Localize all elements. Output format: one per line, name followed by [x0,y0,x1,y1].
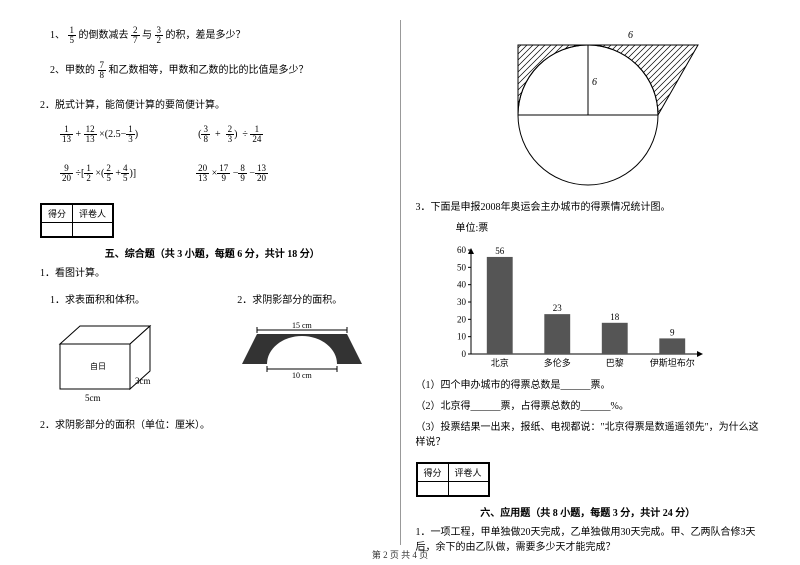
circle-r-label: 6 [592,77,597,88]
svg-text:50: 50 [457,262,467,272]
svg-text:18: 18 [610,312,620,322]
svg-text:多伦多: 多伦多 [543,357,570,368]
chart-unit: 单位:票 [456,221,761,236]
svg-text:20: 20 [457,314,467,324]
q5-1-sub: 1．求表面积和体积。 自日 5cm 3cm 2．求阴影部分的面积。 [40,287,385,404]
arch-bot: 10 cm [292,371,313,380]
q3: 3．下面是申报2008年奥运会主办城市的得票情况统计图。 [416,200,761,215]
cube-w: 5cm [85,393,101,403]
expr-row-1: 113 + 1213 ×(2.5−13) (38 + 23) ÷ 124 [60,125,385,144]
expr-1: 113 + 1213 ×(2.5−13) [60,125,138,144]
q1-1-num: 1、 [50,30,65,41]
left-column: 1、 15 的倒数减去 27 与 32 的积，差是多少？ 2、甲数的 78 和乙… [40,20,401,545]
expr-2: (38 + 23) ÷ 124 [198,125,263,144]
svg-text:56: 56 [495,246,505,256]
q3-1: （1）四个申办城市的得票总数是______票。 [416,378,761,393]
q1-2-b: 和乙数相等，甲数和乙数的比的比值是多少？ [109,65,309,76]
q3-2: （2）北京得______票，占得票总数的______%。 [416,399,761,414]
score-h2: 评卷人 [73,205,113,223]
q5-1-2: 2．求阴影部分的面积。 15 cm 10 cm [227,287,384,404]
expr-3: 920 ÷[12 ×(25 +45)] [60,164,136,183]
cube-h: 3cm [135,376,151,386]
score-h1: 得分 [42,205,73,223]
q3-3: （3）投票结果一出来，报纸、电视都说："北京得票是数遥遥领先"，为什么这样说？ [416,420,761,450]
q5-2: 2．求阴影部分的面积（单位：厘米）。 [40,418,385,433]
t3: 的积，差是多少？ [166,30,246,41]
score-row-5: 得分评卷人 [40,203,385,241]
svg-text:伊斯坦布尔: 伊斯坦布尔 [649,357,694,368]
q2-head: 2．脱式计算，能简便计算的要简便计算。 [40,98,385,113]
score-row-6: 得分评卷人 [416,462,761,500]
svg-text:9: 9 [670,327,675,337]
t2: 与 [142,30,152,41]
q5-1-1: 1．求表面积和体积。 自日 5cm 3cm [40,287,197,404]
expr-row-2: 920 ÷[12 ×(25 +45)] 2013 ×179 −89 −1320 [60,164,385,183]
q5-1: 1．看图计算。 [40,266,385,281]
score-h2-r: 评卷人 [448,464,488,482]
frac-1-5: 15 [68,26,77,45]
section-5-title: 五、综合题（共 3 小题，每题 6 分，共计 18 分） [40,245,385,260]
svg-text:0: 0 [461,349,466,359]
page-footer: 第 2 页 共 4 页 [0,548,800,561]
cube-figure: 自日 5cm 3cm [40,314,170,404]
circle-figure: 6 6 [438,20,738,190]
q1-2: 2、甲数的 78 和乙数相等，甲数和乙数的比的比值是多少？ [40,61,385,80]
svg-text:60: 60 [457,245,467,255]
arch-figure: 15 cm 10 cm [227,314,377,384]
frac-7-8: 78 [98,61,107,80]
svg-text:23: 23 [552,303,562,313]
frac-2-7: 27 [131,26,140,45]
frac-3-2: 32 [155,26,164,45]
expr-4: 2013 ×179 −89 −1320 [196,164,268,183]
svg-text:北京: 北京 [490,357,508,368]
svg-text:10: 10 [457,332,467,342]
score-table-6: 得分评卷人 [416,462,490,497]
t1: 的倒数减去 [79,30,129,41]
circle-top-label: 6 [628,30,633,41]
cube-label: 自日 [90,361,106,371]
arch-top: 15 cm [292,321,313,330]
q5-1-2-t: 2．求阴影部分的面积。 [227,293,384,308]
right-column: 6 6 3．下面是申报2008年奥运会主办城市的得票情况统计图。 单位:票 0 1… [401,20,761,545]
q1-2-a: 2、甲数的 [50,65,95,76]
svg-text:30: 30 [457,297,467,307]
svg-text:巴黎: 巴黎 [605,357,623,368]
q1-1: 1、 15 的倒数减去 27 与 32 的积，差是多少？ [40,26,385,45]
score-h1-r: 得分 [417,464,448,482]
bar-chart: 0 10 20 30 40 50 60 56 北京 23 多伦多 18 巴黎 9 伊斯坦布尔 [446,242,761,372]
section-6-title: 六、应用题（共 8 小题，每题 3 分，共计 24 分） [416,504,761,519]
score-table-5: 得分评卷人 [40,203,114,238]
q5-1-1-t: 1．求表面积和体积。 [40,293,197,308]
svg-text:40: 40 [457,280,467,290]
